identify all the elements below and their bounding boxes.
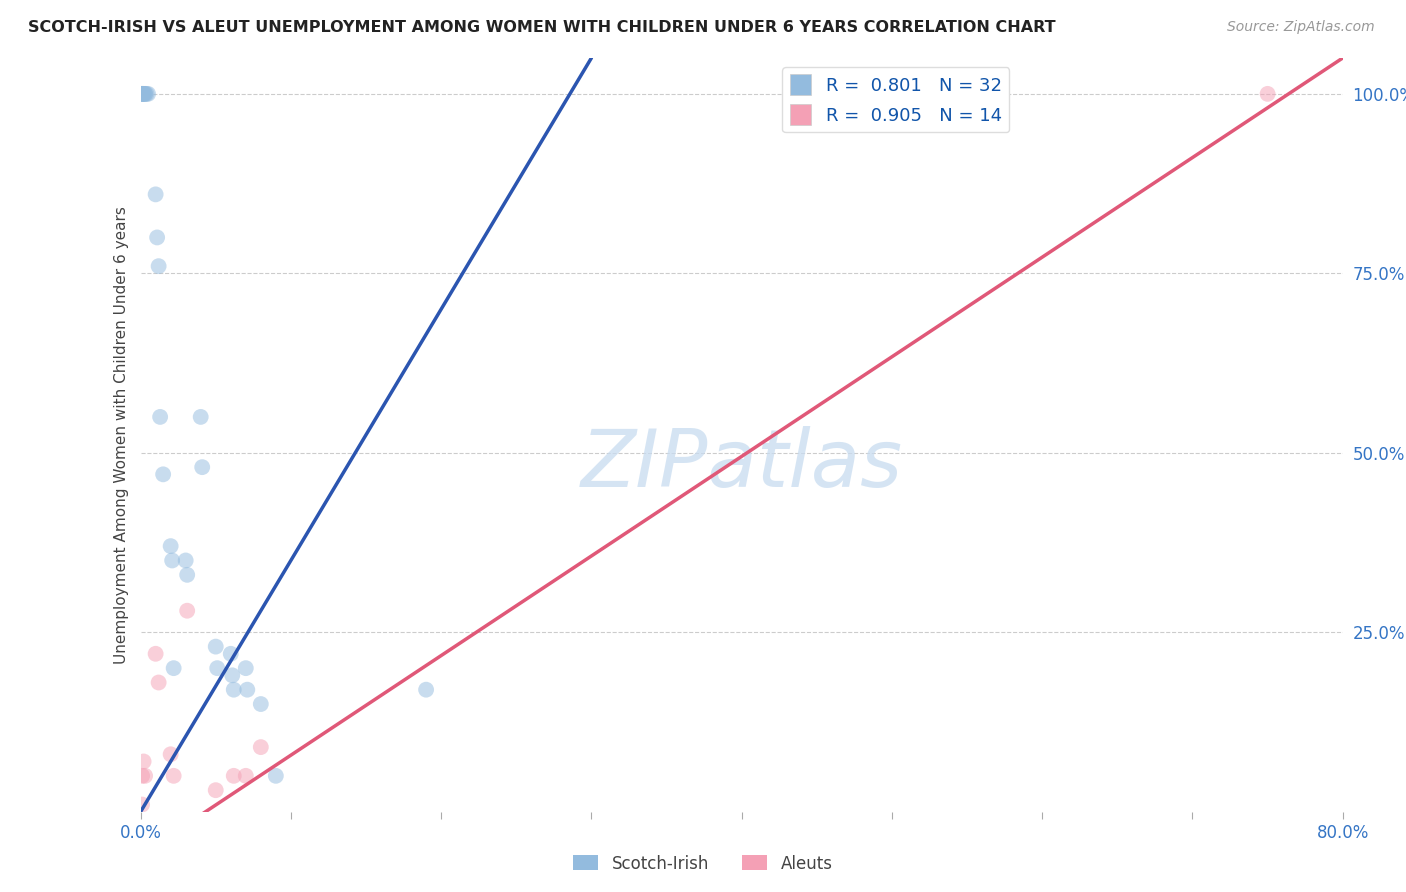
Point: [163, 661, 186, 675]
Point: [250, 740, 273, 755]
Point: [163, 769, 186, 783]
Point: [149, 409, 172, 424]
Point: [415, 682, 437, 697]
Text: ZIPatlas: ZIPatlas: [581, 426, 903, 504]
Text: Source: ZipAtlas.com: Source: ZipAtlas.com: [1227, 20, 1375, 34]
Point: [131, 87, 153, 101]
Point: [176, 567, 198, 582]
Point: [134, 87, 156, 101]
Point: [135, 87, 157, 101]
Point: [235, 661, 257, 675]
Point: [148, 675, 170, 690]
Point: [264, 769, 287, 783]
Point: [132, 87, 155, 101]
Point: [159, 747, 181, 762]
Point: [132, 87, 155, 101]
Point: [222, 682, 245, 697]
Legend: R =  0.801   N = 32, R =  0.905   N = 14: R = 0.801 N = 32, R = 0.905 N = 14: [783, 67, 1010, 132]
Point: [219, 647, 242, 661]
Point: [152, 467, 174, 482]
Point: [250, 697, 273, 711]
Point: [236, 682, 259, 697]
Point: [131, 87, 153, 101]
Point: [176, 604, 198, 618]
Point: [221, 668, 243, 682]
Point: [191, 460, 214, 475]
Text: SCOTCH-IRISH VS ALEUT UNEMPLOYMENT AMONG WOMEN WITH CHILDREN UNDER 6 YEARS CORRE: SCOTCH-IRISH VS ALEUT UNEMPLOYMENT AMONG…: [28, 20, 1056, 35]
Point: [235, 769, 257, 783]
Point: [134, 87, 156, 101]
Point: [159, 539, 181, 553]
Point: [190, 409, 212, 424]
Point: [1257, 87, 1279, 101]
Point: [145, 187, 167, 202]
Point: [132, 755, 155, 769]
Point: [134, 769, 156, 783]
Point: [207, 661, 229, 675]
Point: [222, 769, 245, 783]
Point: [131, 87, 153, 101]
Point: [160, 553, 183, 567]
Point: [204, 783, 226, 797]
Point: [146, 230, 169, 244]
Y-axis label: Unemployment Among Women with Children Under 6 years: Unemployment Among Women with Children U…: [114, 206, 129, 664]
Point: [131, 769, 153, 783]
Point: [204, 640, 226, 654]
Point: [148, 259, 170, 273]
Point: [131, 797, 153, 812]
Point: [136, 87, 159, 101]
Point: [145, 647, 167, 661]
Legend: Scotch-Irish, Aleuts: Scotch-Irish, Aleuts: [567, 848, 839, 880]
Point: [174, 553, 197, 567]
Point: [131, 87, 153, 101]
